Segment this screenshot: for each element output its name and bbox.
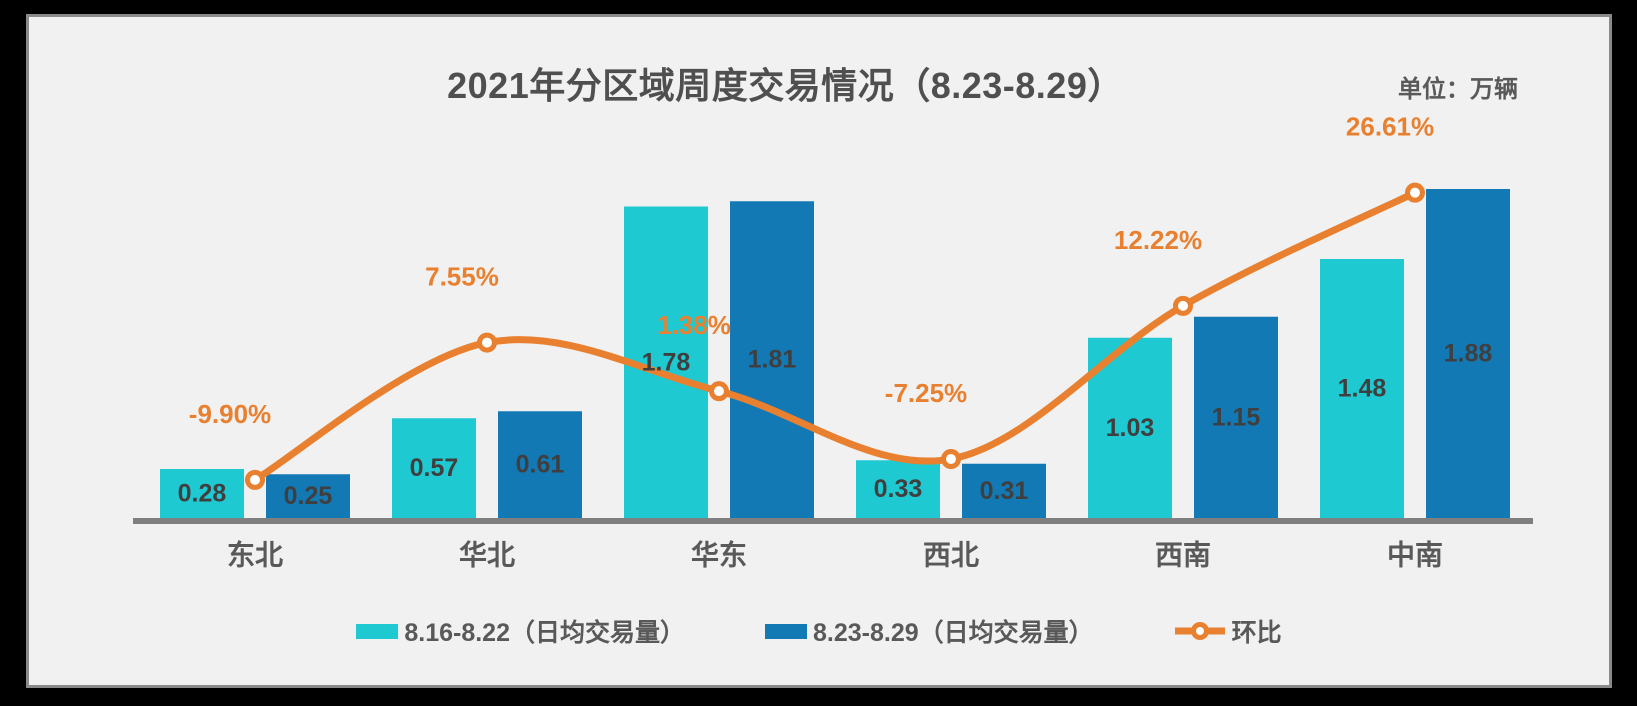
legend-swatch-blue-icon <box>764 623 807 639</box>
bar-value-label: 1.03 <box>1106 414 1155 442</box>
bar-value-label: 0.25 <box>284 482 333 510</box>
legend-item-week2: 8.23-8.29（日均交易量） <box>764 613 1094 649</box>
bar-value-label: 1.88 <box>1444 340 1493 368</box>
bar-value-label: 0.33 <box>874 475 923 503</box>
bar-value-label: 1.15 <box>1212 403 1261 431</box>
line-marker <box>941 449 961 470</box>
category-label: 西北 <box>923 540 979 571</box>
legend-label-week1: 8.16-8.22（日均交易量） <box>404 619 685 647</box>
legend-item-week1: 8.16-8.22（日均交易量） <box>356 613 685 649</box>
legend: 8.16-8.22（日均交易量） 8.23-8.29（日均交易量） 环比 <box>29 613 1609 649</box>
legend-label-ratio: 环比 <box>1231 619 1282 647</box>
line-point-label: 7.55% <box>425 262 499 292</box>
bar-series1 <box>856 460 940 518</box>
unit-label: 单位：万辆 <box>1398 76 1518 103</box>
bar-value-label: 1.81 <box>748 346 797 374</box>
bar-series2 <box>1194 316 1278 518</box>
line-point-label: 12.22% <box>1114 225 1202 255</box>
legend-item-ratio: 环比 <box>1174 613 1282 649</box>
category-label: 华东 <box>691 539 747 571</box>
category-label: 华北 <box>459 539 515 571</box>
category-label: 东北 <box>227 539 283 571</box>
category-label: 中南 <box>1387 540 1443 571</box>
chart-plot-area: 0.28 0.57 1.78 0.33 1.03 1.48 0.25 0.61 1.81 0.31… <box>133 112 1533 571</box>
line-point-label: -7.25% <box>885 378 967 408</box>
bar-value-label: 0.31 <box>980 477 1029 505</box>
bar-value-label: 0.61 <box>516 451 565 479</box>
bar-value-label: 0.28 <box>178 480 227 508</box>
line-point-label: 1.38% <box>657 310 731 340</box>
line-marker <box>1405 182 1425 203</box>
legend-line-marker-icon <box>1174 622 1225 640</box>
bar-series1 <box>1320 259 1404 518</box>
chart-title: 2021年分区域周度交易情况（8.23-8.29） <box>447 65 1124 106</box>
line-marker <box>477 332 497 353</box>
line-point-label: 26.61% <box>1346 112 1434 142</box>
bar-series2 <box>1426 189 1510 518</box>
bar-series2 <box>498 411 582 518</box>
bar-value-label: 1.78 <box>642 348 691 376</box>
legend-swatch-cyan-icon <box>356 623 399 639</box>
legend-label-week2: 8.23-8.29（日均交易量） <box>812 619 1094 647</box>
bar-series2 <box>266 474 350 518</box>
line-marker <box>709 381 729 402</box>
category-label: 西南 <box>1155 540 1211 571</box>
bar-value-label: 0.57 <box>410 454 459 482</box>
bar-series2 <box>962 463 1046 518</box>
bar-series2 <box>730 201 814 518</box>
chart-card: 2021年分区域周度交易情况（8.23-8.29） 单位：万辆 0.28 0.57… <box>26 14 1612 688</box>
bar-series1 <box>392 418 476 518</box>
x-axis-line <box>133 518 1533 524</box>
line-marker <box>1173 295 1193 316</box>
ratio-line <box>251 189 1419 484</box>
bar-value-label: 1.48 <box>1338 375 1387 403</box>
line-point-label: -9.90% <box>189 399 271 429</box>
bar-series1 <box>160 469 244 518</box>
line-marker <box>245 469 265 490</box>
